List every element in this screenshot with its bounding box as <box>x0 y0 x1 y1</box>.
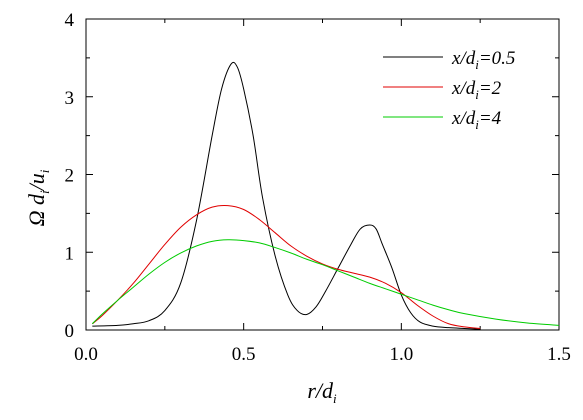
series-line-0 <box>92 61 481 330</box>
y-tick-label-4: 4 <box>65 10 75 31</box>
x-tick-label-2: 1.0 <box>389 344 413 365</box>
x-axis-label: r/di <box>307 378 337 406</box>
x-tick-label-1: 0.5 <box>232 344 256 365</box>
legend: x/di=0.5 x/di=2 x/di=4 <box>383 48 515 132</box>
legend-label-1: x/di=2 <box>451 78 502 102</box>
axis-ticks: 0.0 0.5 1.0 1.5 0 1 2 3 4 <box>65 10 571 365</box>
series-lines <box>91 61 560 330</box>
x-tick-label-0: 0.0 <box>74 344 98 365</box>
series-line-1 <box>91 204 481 329</box>
y-tick-label-2: 2 <box>65 166 75 187</box>
y-axis-label: Ω di/ui <box>24 169 52 226</box>
y-tick-label-1: 1 <box>65 243 75 264</box>
legend-label-0: x/di=0.5 <box>451 48 515 72</box>
series-line-2 <box>91 239 560 326</box>
y-tick-label-3: 3 <box>65 88 75 109</box>
x-tick-label-3: 1.5 <box>547 344 571 365</box>
y-tick-label-0: 0 <box>65 321 75 342</box>
legend-label-2: x/di=4 <box>451 108 502 132</box>
